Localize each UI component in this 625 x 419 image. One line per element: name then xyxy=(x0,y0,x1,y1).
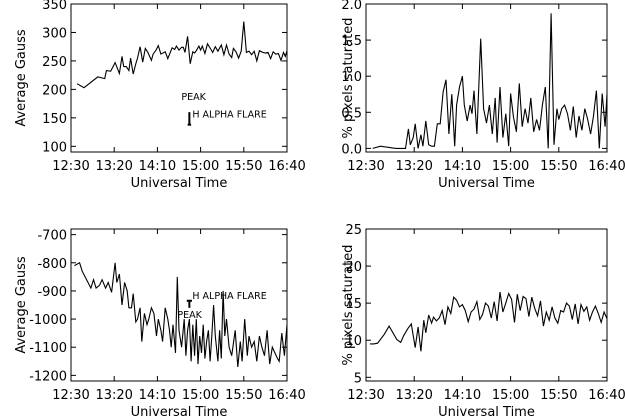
panel-bottom-right: 12:30 13:20 14:10 15:00 15:50 16:40 5 10 15 20 25 U… xyxy=(341,223,625,419)
data-series-line xyxy=(372,13,608,149)
x-tick-label: 15:50 xyxy=(540,388,577,403)
data-series-line xyxy=(74,261,288,367)
x-axis-label: Universal Time xyxy=(438,405,535,419)
y-tick-label: -900 xyxy=(37,285,67,300)
y-tick-label: 10 xyxy=(345,334,362,349)
y-tick-label: 350 xyxy=(42,0,67,13)
x-tick-label: 13:20 xyxy=(395,159,432,174)
x-axis-label: Universal Time xyxy=(438,176,535,191)
x-tick-label: 14:10 xyxy=(444,159,481,174)
peak-annotation: PEAK xyxy=(177,310,202,321)
plot-frame xyxy=(70,3,288,153)
x-axis-label: Universal Time xyxy=(131,176,228,191)
peak-annotation: PEAK xyxy=(181,92,206,103)
y-tick-label: -1100 xyxy=(29,341,67,356)
x-tick-label: 15:00 xyxy=(492,388,529,403)
y-tick-label: 1.5 xyxy=(341,34,362,49)
x-tick-label: 12:30 xyxy=(347,388,384,403)
x-tick-label: 15:50 xyxy=(540,159,577,174)
y-tick-label: 300 xyxy=(42,26,67,41)
y-axis-label-average-gauss: Average Gauss xyxy=(14,256,29,354)
x-tick-label: 13:20 xyxy=(95,388,132,403)
y-tick-label: 200 xyxy=(42,83,67,98)
x-tick-label: 15:00 xyxy=(492,159,529,174)
x-tick-label: 14:10 xyxy=(139,159,176,174)
y-tick-label: 5 xyxy=(354,371,362,386)
x-tick-label: 16:40 xyxy=(268,159,305,174)
x-tick-label: 15:50 xyxy=(225,388,262,403)
x-tick-label: 15:00 xyxy=(182,388,219,403)
x-tick-label: 15:00 xyxy=(182,159,219,174)
panel-top-left: 12:30 13:20 14:10 15:00 15:50 16:40 100 150 200 2… xyxy=(14,0,306,191)
y-tick-label: 1.0 xyxy=(341,70,362,85)
y-tick-label: -800 xyxy=(37,257,67,272)
x-tick-label: 14:10 xyxy=(444,388,481,403)
data-series-line xyxy=(76,21,288,89)
panel-bottom-left: 12:30 13:20 14:10 15:00 15:50 16:40 -700 -800 -9… xyxy=(14,228,306,419)
y-tick-label: -1200 xyxy=(29,369,67,384)
x-tick-label: 15:50 xyxy=(225,159,262,174)
x-tick-label: 14:10 xyxy=(139,388,176,403)
y-tick-label: 15 xyxy=(345,297,362,312)
plot-frame xyxy=(365,228,608,382)
y-axis-label-pixels-saturated: % pixels saturated xyxy=(341,18,356,139)
flare-annotation: H ALPHA FLARE xyxy=(192,291,266,302)
panel-top-right: 12:30 13:20 14:10 15:00 15:50 16:40 0.0 0.5 1.0 1… xyxy=(341,0,625,191)
y-tick-label: 150 xyxy=(42,112,67,127)
x-tick-label: 13:20 xyxy=(95,159,132,174)
data-series-line xyxy=(369,291,608,352)
y-tick-label: 250 xyxy=(42,55,67,70)
y-tick-label: 0.5 xyxy=(341,106,362,121)
y-tick-label: 20 xyxy=(345,260,362,275)
y-tick-label: 2.0 xyxy=(341,0,362,13)
plot-frame xyxy=(365,3,608,153)
y-tick-label: -700 xyxy=(37,229,67,244)
y-axis-label-pixels-saturated: % pixels saturated xyxy=(341,245,356,366)
x-tick-label: 12:30 xyxy=(52,159,89,174)
x-axis-label: Universal Time xyxy=(131,405,228,419)
y-tick-label: 0.0 xyxy=(341,142,362,157)
y-tick-label: -1000 xyxy=(29,313,67,328)
y-tick-label: 25 xyxy=(345,223,362,238)
x-tick-label: 12:30 xyxy=(52,388,89,403)
y-tick-label: 100 xyxy=(42,140,67,155)
x-tick-label: 16:40 xyxy=(588,159,625,174)
x-tick-label: 16:40 xyxy=(268,388,305,403)
x-tick-label: 12:30 xyxy=(347,159,384,174)
plot-frame xyxy=(70,228,288,382)
x-tick-label: 13:20 xyxy=(395,388,432,403)
x-tick-label: 16:40 xyxy=(588,388,625,403)
y-axis-label-average-gauss: Average Gauss xyxy=(14,29,29,127)
flare-annotation: H ALPHA FLARE xyxy=(192,110,266,121)
